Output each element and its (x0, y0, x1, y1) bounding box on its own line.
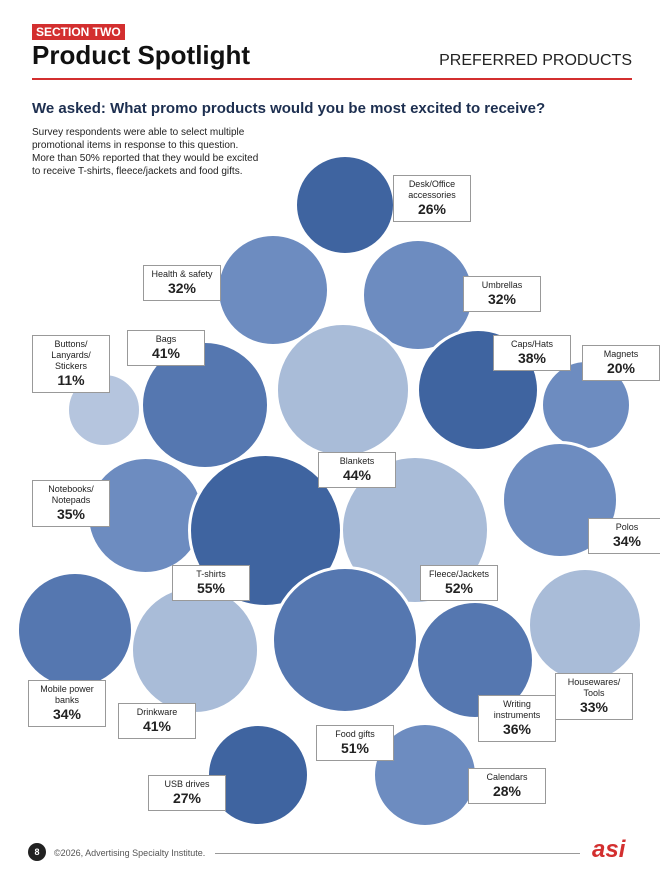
label-box: Fleece/Jackets 52% (420, 565, 498, 601)
category-label: Polos (615, 522, 639, 532)
label-box: Calendars 28% (468, 768, 546, 804)
label-box: Magnets 20% (582, 345, 660, 381)
category-label: Caps/Hats (510, 339, 554, 349)
value-label: 55% (196, 580, 226, 596)
category-label: Umbrellas (481, 280, 523, 290)
category-label: Food gifts (335, 729, 375, 739)
category-label: Writing instruments (493, 699, 541, 720)
category-label: Fleece/Jackets (428, 569, 490, 579)
bubble (540, 359, 632, 451)
value-label: 27% (172, 790, 202, 806)
value-label: 51% (340, 740, 370, 756)
label-box: Blankets 44% (318, 452, 396, 488)
category-label: USB drives (164, 779, 210, 789)
category-label: Bags (155, 334, 177, 344)
rule (32, 78, 632, 80)
label-box: Food gifts 51% (316, 725, 394, 761)
value-label: 41% (142, 718, 172, 734)
label-box: Health & safety 32% (143, 265, 221, 301)
category-label: Drinkware (136, 707, 178, 717)
bubble (216, 233, 330, 347)
label-box: Caps/Hats 38% (493, 335, 571, 371)
value-label: 28% (492, 783, 522, 799)
label-box: Buttons/ Lanyards/ Stickers 11% (32, 335, 110, 393)
label-box: Drinkware 41% (118, 703, 196, 739)
value-label: 41% (151, 345, 181, 361)
bubble (271, 566, 419, 714)
category-label: Magnets (603, 349, 639, 359)
bubble (501, 441, 619, 559)
label-box: Notebooks/ Notepads 35% (32, 480, 110, 527)
value-label: 52% (444, 580, 474, 596)
bubble (275, 322, 411, 458)
value-label: 34% (612, 533, 642, 549)
bubble (293, 153, 397, 257)
value-label: 32% (487, 291, 517, 307)
label-box: T-shirts 55% (172, 565, 250, 601)
label-box: Writing instruments 36% (478, 695, 556, 742)
page-title: Product Spotlight (32, 40, 251, 70)
label-box: Umbrellas 32% (463, 276, 541, 312)
category-label: Desk/Office accessories (408, 179, 456, 200)
label-box: Mobile power banks 34% (28, 680, 106, 727)
question: We asked: What promo products would you … (32, 100, 546, 117)
value-label: 32% (167, 280, 197, 296)
intro: Survey respondents were able to select m… (32, 127, 259, 177)
logo: asi (592, 836, 626, 863)
value-label: 36% (502, 721, 532, 737)
label-box: Desk/Office accessories 26% (393, 175, 471, 222)
category-label: Housewares/ Tools (567, 677, 621, 698)
category-label: Buttons/ Lanyards/ Stickers (51, 339, 91, 371)
value-label: 26% (417, 201, 447, 217)
category-label: Notebooks/ Notepads (48, 484, 94, 505)
page-number: 8 (28, 843, 46, 861)
label-box: USB drives 27% (148, 775, 226, 811)
footer-rule (215, 853, 580, 854)
bubble (527, 567, 643, 683)
section-tag: SECTION TWO (32, 24, 125, 40)
category-label: Health & safety (151, 269, 213, 279)
value-label: 44% (342, 467, 372, 483)
value-label: 35% (56, 506, 86, 522)
value-label: 20% (606, 360, 636, 376)
category-label: Mobile power banks (40, 684, 94, 705)
bubble (16, 571, 134, 689)
label-box: Polos 34% (588, 518, 660, 554)
category-label: T-shirts (196, 569, 226, 579)
copyright: ©2026, Advertising Specialty Institute. (54, 848, 206, 858)
value-label: 33% (579, 699, 609, 715)
category-label: Calendars (486, 772, 528, 782)
value-label: 11% (57, 372, 85, 388)
category-label: Blankets (339, 456, 375, 466)
value-label: 38% (517, 350, 547, 366)
value-label: 34% (52, 706, 82, 722)
label-box: Bags 41% (127, 330, 205, 366)
header-tag: PREFERRED PRODUCTS (439, 52, 632, 69)
label-box: Housewares/ Tools 33% (555, 673, 633, 720)
bubble (130, 585, 260, 715)
